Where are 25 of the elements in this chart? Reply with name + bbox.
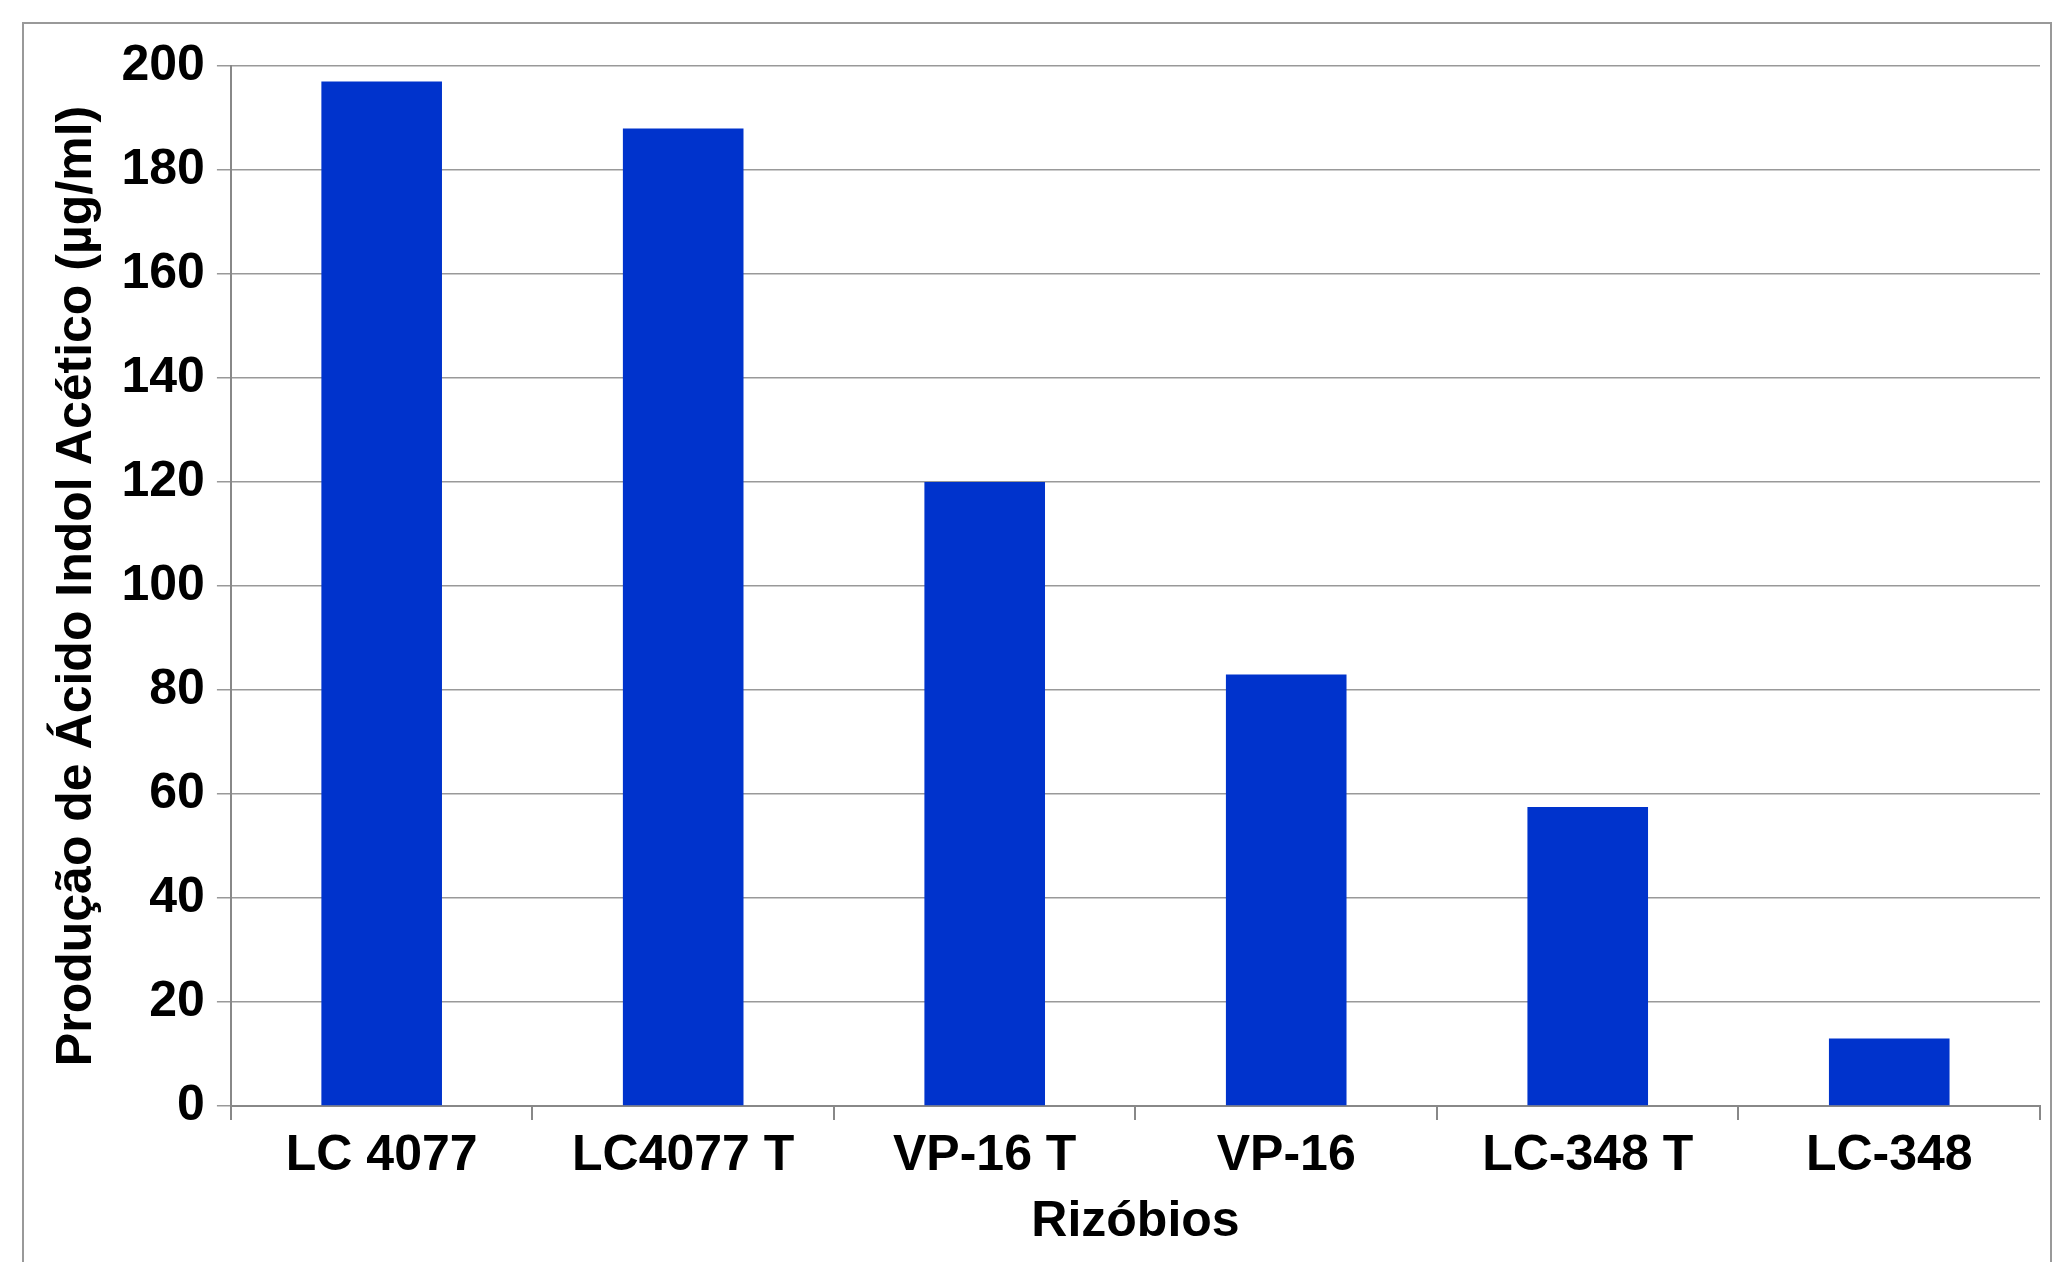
y-tick-label: 60 <box>149 762 205 819</box>
y-tick-label: 40 <box>149 866 205 923</box>
bar <box>1527 807 1649 1106</box>
bar <box>321 81 442 1106</box>
y-axis-title: Produção de Ácido Indol Acético (µg/ml) <box>45 105 102 1067</box>
x-tick-label: VP-16 <box>1216 1124 1356 1181</box>
x-tick-label: LC-348 T <box>1482 1124 1694 1181</box>
bar <box>622 128 744 1106</box>
bar <box>924 482 1046 1106</box>
y-tick-label: 160 <box>121 242 205 299</box>
y-tick-label: 120 <box>121 450 205 507</box>
y-tick-label: 180 <box>121 138 205 195</box>
bar <box>1225 674 1347 1106</box>
y-tick-label: 100 <box>121 554 205 611</box>
x-tick-label: VP-16 T <box>893 1124 1077 1181</box>
x-axis-title: Rizóbios <box>1031 1190 1240 1247</box>
x-tick-label: LC4077 T <box>572 1124 795 1181</box>
x-tick-label: LC-348 <box>1805 1124 1973 1181</box>
y-tick-label: 140 <box>121 346 205 403</box>
x-tick-label: LC 4077 <box>285 1124 478 1181</box>
y-tick-label: 20 <box>149 970 205 1027</box>
bar <box>1828 1038 1950 1106</box>
y-tick-label: 80 <box>149 658 205 715</box>
y-tick-label: 0 <box>177 1074 205 1131</box>
y-tick-label: 200 <box>121 34 205 91</box>
